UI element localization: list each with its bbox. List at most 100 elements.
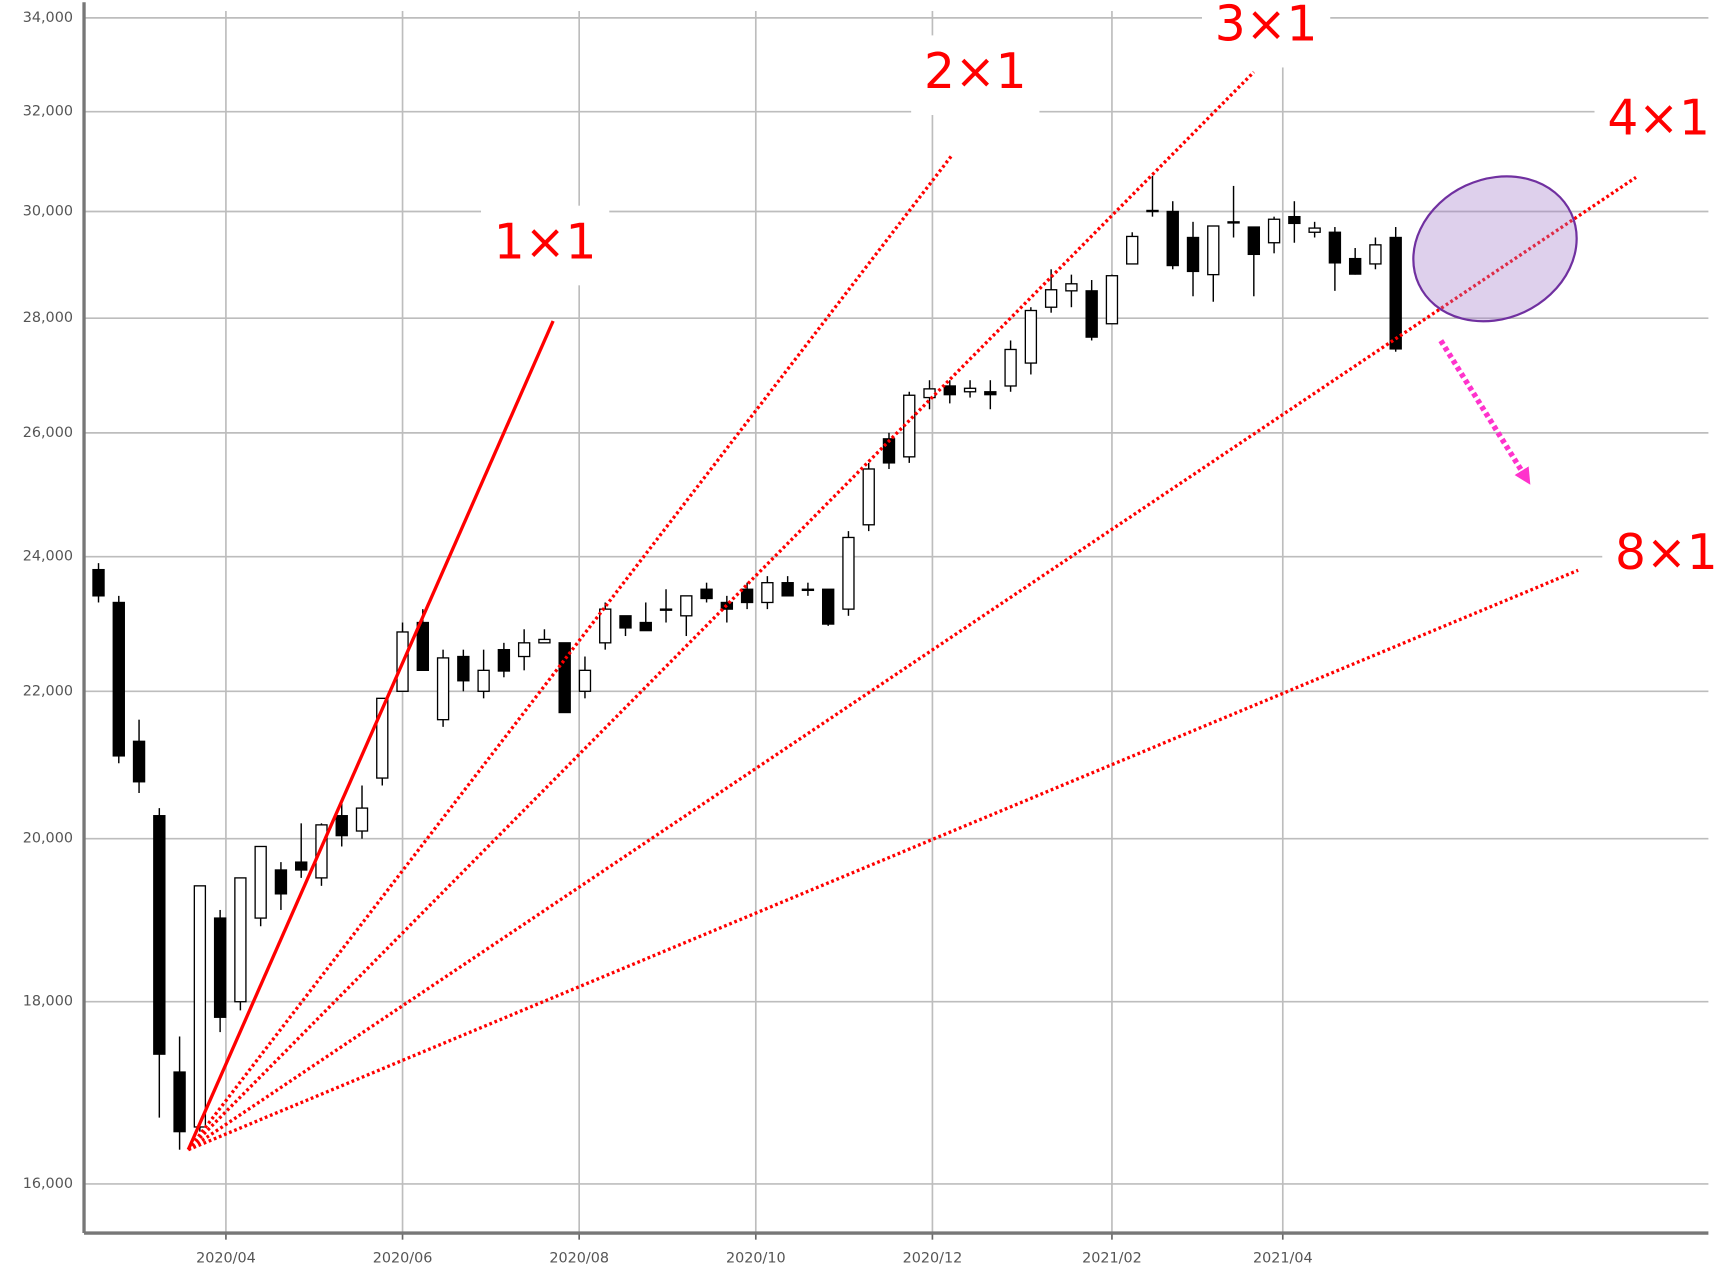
candle-body xyxy=(538,638,551,644)
label-bg xyxy=(1602,516,1725,597)
candle-body xyxy=(1207,225,1220,276)
candle-body xyxy=(943,385,956,396)
candle-body xyxy=(619,615,632,629)
candle-body xyxy=(963,387,977,393)
y-tick-label: 26,000 xyxy=(23,425,73,441)
candle-body xyxy=(700,588,713,600)
y-tick-label: 30,000 xyxy=(23,203,73,219)
candle-body xyxy=(517,642,531,658)
y-tick-label: 16,000 xyxy=(23,1176,73,1192)
candle-body xyxy=(801,588,815,592)
candle-body xyxy=(497,648,511,672)
candle-body xyxy=(558,642,571,714)
candle-body xyxy=(1247,226,1261,256)
candle-body xyxy=(416,621,430,671)
y-tick-label: 20,000 xyxy=(23,831,73,847)
x-tick-label: 2021/02 xyxy=(1082,1250,1142,1264)
candle-body xyxy=(578,669,592,692)
candle-body xyxy=(781,582,794,597)
fan-lines xyxy=(186,70,1637,1152)
candle-body xyxy=(821,588,835,625)
candle-body xyxy=(680,595,693,617)
candle-body xyxy=(1065,283,1078,292)
candle-body xyxy=(1227,221,1240,224)
fan-line xyxy=(186,320,555,1151)
candle-body xyxy=(112,601,125,757)
candle-body xyxy=(923,388,936,399)
candle-body xyxy=(1085,290,1098,338)
x-tick-label: 2020/04 xyxy=(196,1250,256,1264)
candle-body xyxy=(1389,236,1402,350)
axes: 16,000 18,000 20,000 22,000 24,000 26,000 28,0… xyxy=(23,2,1709,1264)
fan-label: 1×1 xyxy=(494,215,597,271)
fan-label: 3×1 xyxy=(1215,0,1318,53)
label-bg xyxy=(911,35,1040,116)
candle-body xyxy=(213,917,227,1018)
candle-body xyxy=(882,438,896,464)
candle-body xyxy=(1348,257,1362,275)
y-tick-label: 32,000 xyxy=(23,104,73,120)
fan-labels: 1×1 2×1 3×1 4×1 8×1 xyxy=(481,0,1725,597)
x-tick-label: 2020/10 xyxy=(726,1250,786,1264)
candle-body xyxy=(1267,218,1281,244)
candle-body xyxy=(355,807,369,832)
candle-body xyxy=(315,824,328,879)
candle-body xyxy=(842,536,855,610)
label-bg xyxy=(1594,81,1723,162)
candle-body xyxy=(1308,227,1321,233)
candle-body xyxy=(1044,289,1058,308)
label-bg xyxy=(481,205,610,286)
candle-body xyxy=(1186,236,1200,273)
candle-body xyxy=(295,861,308,871)
candle-body xyxy=(153,815,166,1055)
candle-body xyxy=(457,655,470,682)
candle-body xyxy=(984,391,997,396)
candle-body xyxy=(1024,309,1038,364)
candles xyxy=(92,175,1402,1150)
fan-label: 8×1 xyxy=(1615,525,1718,581)
down-arrow xyxy=(1438,339,1531,485)
candle-body xyxy=(254,845,267,919)
x-tick-label: 2020/06 xyxy=(373,1250,433,1264)
candle-body xyxy=(1126,235,1139,265)
x-tick-label: 2021/04 xyxy=(1253,1250,1313,1264)
x-tick-label: 2020/08 xyxy=(549,1250,609,1264)
candle-body xyxy=(1146,209,1159,213)
candle-body xyxy=(335,815,348,837)
candle-body xyxy=(92,568,105,597)
candle-body xyxy=(274,869,288,895)
y-tick-label: 22,000 xyxy=(23,683,73,699)
fan-line xyxy=(186,153,955,1151)
candle-body xyxy=(1288,215,1301,225)
candle-body xyxy=(436,657,450,721)
candle-body xyxy=(173,1071,186,1133)
highlight-ellipse xyxy=(1412,175,1578,323)
fan-label: 2×1 xyxy=(924,44,1027,100)
candle-body xyxy=(1166,210,1179,267)
candle-body xyxy=(1328,231,1342,264)
fan-line xyxy=(187,70,1255,1151)
fan-line xyxy=(187,568,1579,1152)
y-tick-label: 18,000 xyxy=(23,994,73,1010)
candle-body xyxy=(193,885,207,1128)
candle-body xyxy=(132,740,146,783)
candle-body xyxy=(639,621,652,632)
candle-body xyxy=(761,582,774,604)
y-tick-label: 24,000 xyxy=(23,549,73,565)
candle-body xyxy=(234,877,247,1003)
candle-body xyxy=(376,697,389,779)
candle-body xyxy=(1004,348,1017,387)
candle-body xyxy=(740,588,754,604)
candle-body xyxy=(862,468,875,526)
candle-body xyxy=(1105,275,1119,325)
y-tick-label: 28,000 xyxy=(23,310,73,326)
y-tick-label: 34,000 xyxy=(23,10,73,26)
candle-body xyxy=(659,608,673,611)
candle-body xyxy=(477,669,490,692)
candle-body xyxy=(1369,244,1382,265)
x-tick-label: 2020/12 xyxy=(903,1250,963,1264)
label-bg xyxy=(1201,0,1331,68)
fan-label: 4×1 xyxy=(1607,91,1710,147)
